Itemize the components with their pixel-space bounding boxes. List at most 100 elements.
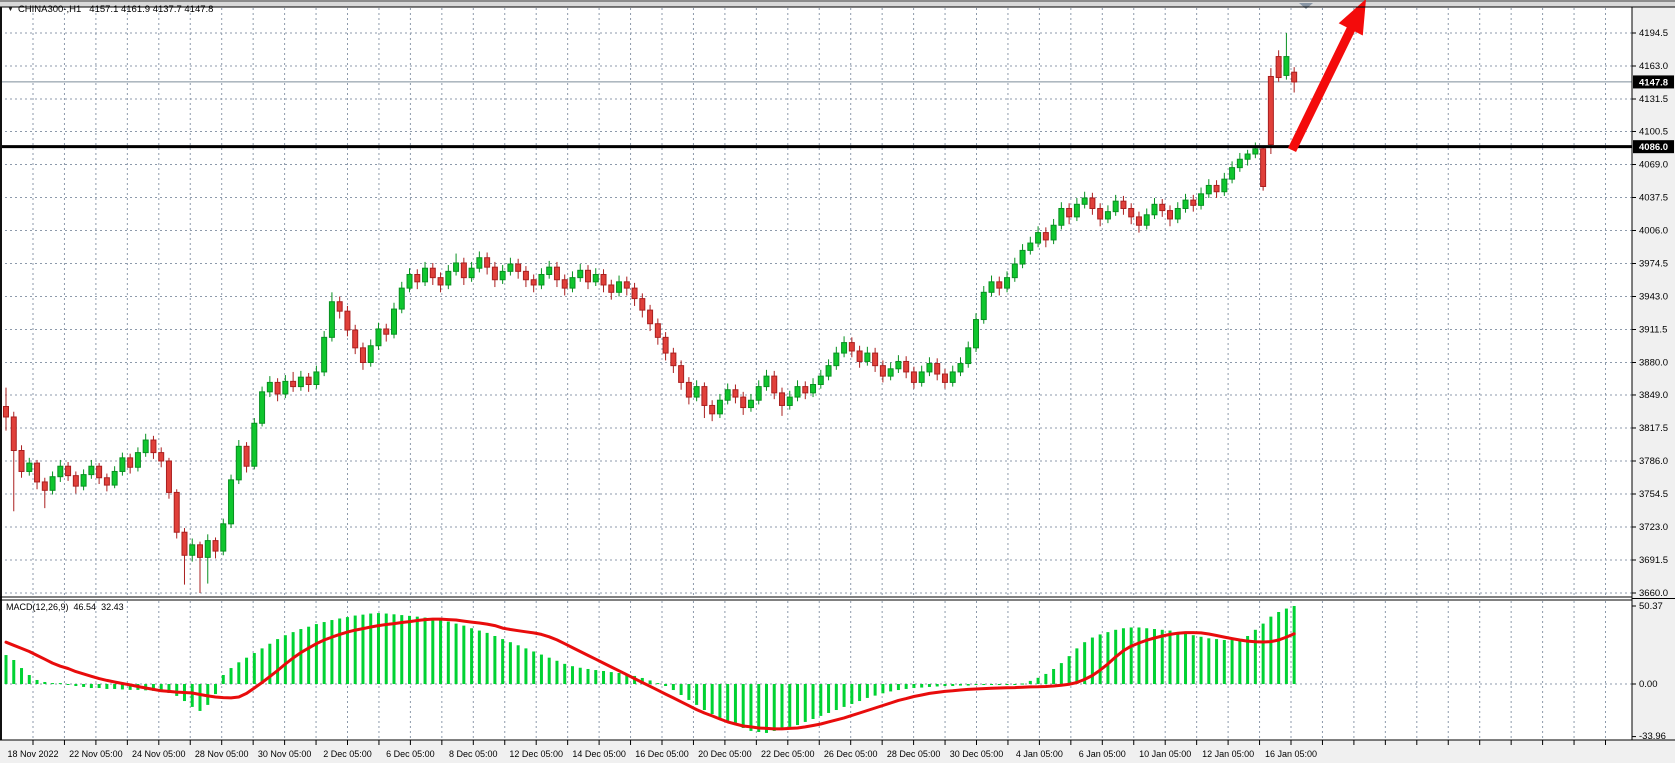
price-tick-label: 3911.5: [1639, 324, 1667, 335]
candle-up: [1050, 224, 1057, 241]
candle-up: [26, 462, 33, 472]
macd-histogram-bar: [617, 673, 621, 684]
macd-histogram-bar: [873, 684, 877, 696]
candle-down: [879, 365, 886, 377]
time-tick-label: 6 Dec 05:00: [386, 749, 435, 759]
macd-histogram-bar: [757, 684, 761, 733]
macd-histogram-bar: [710, 684, 714, 715]
candle-down: [1128, 207, 1135, 218]
macd-histogram-bar: [803, 684, 807, 722]
macd-histogram-bar: [927, 684, 931, 687]
time-tick-label: 24 Nov 05:00: [132, 749, 186, 759]
candle-up: [80, 474, 87, 487]
macd-histogram-bar: [1269, 616, 1273, 684]
candle-up: [817, 375, 824, 386]
macd-histogram-bar: [718, 684, 722, 718]
candle-up: [616, 281, 623, 293]
candle-up: [833, 352, 840, 367]
macd-histogram-bar: [539, 654, 543, 684]
symbol-dropdown-icon[interactable]: ▼: [7, 6, 14, 13]
macd-histogram-bar: [1277, 611, 1281, 684]
candle-up: [1027, 242, 1034, 251]
macd-histogram-bar: [609, 672, 613, 684]
candle-up: [1058, 207, 1065, 226]
macd-histogram-bar: [951, 684, 955, 687]
candle-down: [243, 445, 250, 467]
macd-axis[interactable]: 50.37 0.00 -33.96: [1632, 601, 1666, 742]
candle-down: [1260, 148, 1267, 187]
macd-histogram-bar: [454, 623, 458, 684]
time-axis-background[interactable]: [0, 740, 1675, 763]
macd-indicator-label: MACD(12,26,9) 46.54 32.43: [6, 602, 129, 612]
macd-histogram-bar: [43, 681, 47, 684]
window-top-edge-light: [0, 2, 1675, 7]
macd-tick-label: 50.37: [1639, 601, 1663, 612]
macd-histogram-bar: [850, 684, 854, 704]
macd-histogram-bar: [120, 684, 124, 690]
candle-up: [1244, 153, 1251, 160]
macd-histogram-bar: [1036, 677, 1040, 684]
macd-histogram-bar: [439, 620, 443, 684]
candle-down: [352, 329, 359, 349]
candle-up: [119, 457, 126, 472]
candle-down: [848, 342, 855, 352]
candle-up: [569, 277, 576, 289]
macd-histogram-bar: [175, 684, 179, 696]
candle-down: [437, 277, 444, 286]
candle-up: [453, 262, 460, 272]
macd-histogram-bar: [1028, 680, 1032, 684]
price-tick-label: 3849.0: [1639, 390, 1668, 401]
macd-histogram-bar: [190, 684, 194, 707]
macd-histogram-bar: [982, 684, 986, 685]
candle-up: [841, 342, 848, 354]
macd-histogram-bar: [167, 684, 171, 693]
macd-histogram-bar: [245, 657, 249, 684]
macd-histogram-bar: [555, 660, 559, 684]
macd-histogram-bar: [384, 613, 388, 684]
candle-up: [546, 266, 553, 275]
candle-up: [406, 273, 413, 289]
candle-up: [957, 363, 964, 373]
candle-down: [274, 381, 281, 395]
candle-up: [895, 360, 902, 370]
candle-down: [530, 279, 537, 286]
price-tick-label: 3880.0: [1639, 358, 1668, 369]
macd-histogram-bar: [1253, 629, 1257, 684]
candle-down: [65, 465, 72, 477]
macd-histogram-bar: [570, 666, 574, 684]
macd-histogram-bar: [353, 615, 357, 684]
macd-histogram-bar: [586, 668, 590, 684]
trend-arrow[interactable]: [1287, 0, 1366, 152]
time-tick-label: 26 Dec 05:00: [824, 749, 878, 759]
time-tick-label: 28 Dec 05:00: [887, 749, 941, 759]
macd-signal-value: 32.43: [101, 602, 124, 612]
bid-price-label-box: [1633, 75, 1674, 89]
macd-histogram-bar: [656, 683, 660, 685]
candle-down: [709, 404, 716, 415]
macd-histogram-bar: [1160, 629, 1164, 684]
macd-histogram-bar: [276, 639, 280, 684]
macd-histogram-bar: [733, 684, 737, 726]
candle-up: [1174, 207, 1181, 220]
macd-histogram-bar: [811, 684, 815, 719]
candle-down: [1159, 203, 1166, 212]
time-axis[interactable]: 18 Nov 2022 22 Nov 05:00 24 Nov 05:00 28 No…: [7, 740, 1606, 759]
chart-shift-marker-icon: [1299, 3, 1313, 9]
time-tick-label: 18 Nov 2022: [7, 749, 58, 759]
candle-up: [887, 368, 894, 377]
time-tick-label: 22 Dec 05:00: [761, 749, 815, 759]
candle-down: [740, 396, 747, 409]
candle-down: [1190, 199, 1197, 206]
candle-down: [305, 376, 312, 386]
price-axis-background[interactable]: [1632, 7, 1675, 740]
price-axis[interactable]: 4194.5 4163.0 4131.5 4100.5 4069.0 4037.5 4006…: [1632, 28, 1674, 599]
macd-histogram-bar: [508, 642, 512, 684]
macd-histogram-bar: [1284, 608, 1288, 684]
candle-up: [391, 308, 397, 335]
macd-histogram-bar: [648, 680, 652, 684]
macd-histogram-bar: [322, 622, 326, 684]
candle-down: [701, 386, 708, 406]
time-tick-label: 8 Dec 05:00: [449, 749, 498, 759]
candle-down: [522, 270, 529, 281]
